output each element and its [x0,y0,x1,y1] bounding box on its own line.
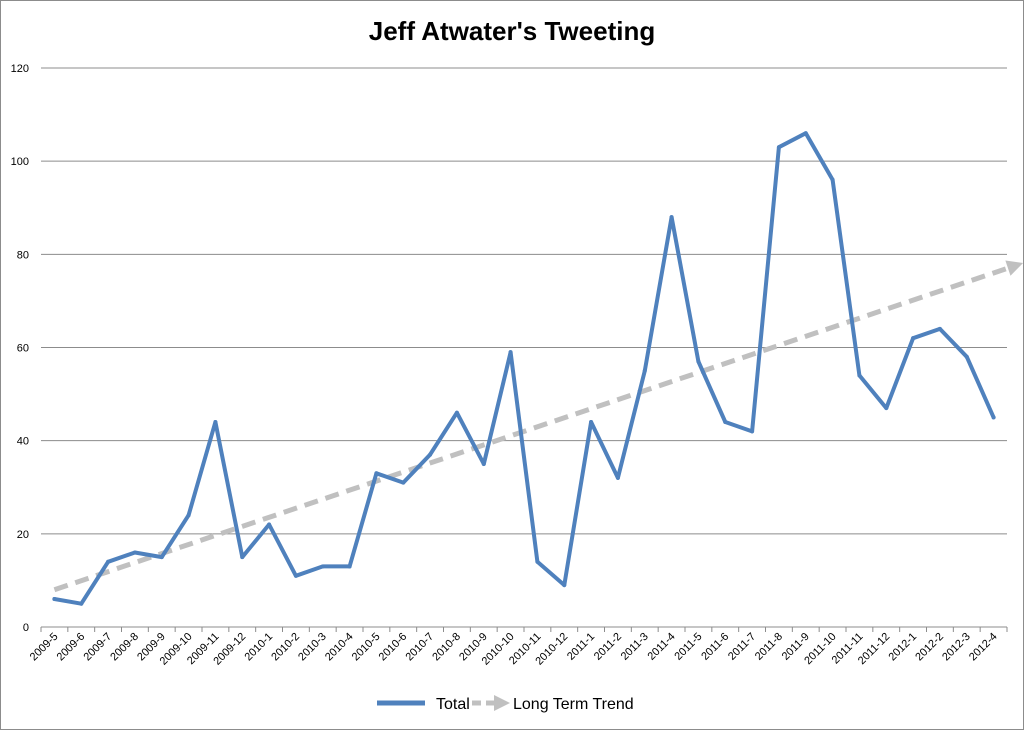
data-point [776,145,781,150]
y-tick-label: 0 [23,622,29,634]
x-tick-label: 2011-2 [592,631,624,663]
data-point [132,550,137,555]
data-point [964,354,969,359]
x-tick-label: 2011-6 [699,631,731,663]
data-point [240,555,245,560]
x-tick-label: 2010-3 [296,631,329,664]
legend-label-trend: Long Term Trend [513,696,634,713]
data-point [401,480,406,485]
x-tick-label: 2011-7 [726,631,758,663]
data-point [642,368,647,373]
data-point [857,373,862,378]
data-point [750,429,755,434]
data-point [374,471,379,476]
x-tick-label: 2010-2 [269,631,302,664]
data-point [213,420,218,425]
x-tick-label: 2010-5 [350,631,383,664]
data-point [106,559,111,564]
x-tick-label: 2010-1 [242,631,275,664]
x-tick-label: 2010-4 [323,631,356,664]
x-tick-label: 2009-6 [55,631,88,664]
data-point [79,601,84,606]
data-point [830,177,835,182]
y-tick-label: 40 [17,436,29,448]
data-point [454,410,459,415]
y-tick-label: 80 [17,249,29,261]
legend-label-total: Total [436,696,470,713]
data-point [696,359,701,364]
data-point [535,559,540,564]
x-tick-label: 2011-1 [565,631,597,663]
data-point [347,564,352,569]
x-tick-label: 2012-2 [913,631,946,664]
trend-line [53,265,1009,593]
data-point [723,420,728,425]
data-point [589,420,594,425]
data-point [803,131,808,136]
x-tick-label: 2010-6 [377,631,410,664]
data-point [508,350,513,355]
data-point [615,475,620,480]
x-tick-label: 2012-3 [940,631,973,664]
x-tick-label: 2009-5 [28,631,61,664]
data-point [159,555,164,560]
data-point [320,564,325,569]
data-point [884,406,889,411]
y-tick-label: 120 [11,63,29,75]
data-point [562,583,567,588]
x-tick-label: 2009-8 [108,631,141,664]
data-point [937,326,942,331]
x-tick-label: 2009-7 [81,631,114,664]
trend-arrowhead [1005,260,1024,276]
y-tick-label: 20 [17,529,29,541]
chart-title: Jeff Atwater's Tweeting [368,16,656,46]
x-tick-label: 2011-3 [619,631,651,663]
data-point [991,415,996,420]
x-tick-label: 2011-4 [646,631,678,663]
data-point [481,461,486,466]
x-tick-label: 2011-8 [753,631,785,663]
data-point [669,215,674,220]
x-tick-label: 2012-1 [886,631,919,664]
x-tick-label: 2011-5 [672,631,704,663]
x-tick-label: 2010-7 [403,631,436,664]
data-point [52,597,57,602]
data-point [186,513,191,518]
y-tick-label: 60 [17,343,29,355]
x-tick-label: 2012-4 [967,631,1000,664]
series-line-total [52,131,996,606]
data-point [428,452,433,457]
x-tick-label: 2010-8 [430,631,463,664]
data-point [267,522,272,527]
data-point [293,573,298,578]
y-tick-label: 100 [11,156,29,168]
data-point [911,336,916,341]
legend-arrow-trend [494,695,510,711]
